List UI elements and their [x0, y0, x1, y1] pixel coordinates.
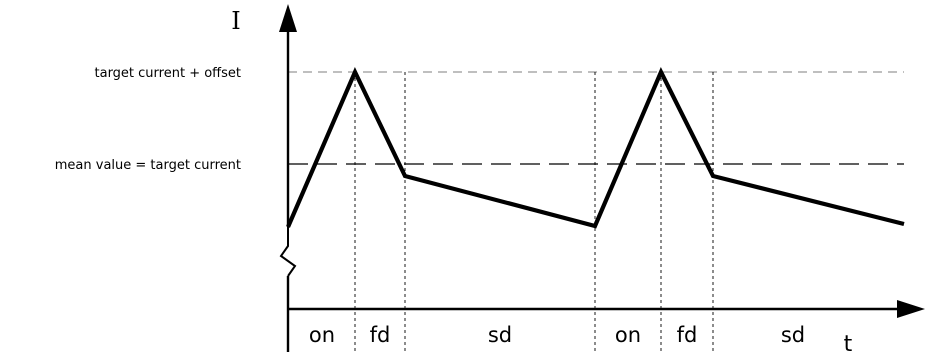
phase-label-sd-1: sd: [488, 323, 512, 347]
current-waveform: [286, 66, 905, 229]
axis-break-icon: [279, 226, 297, 277]
x-axis: [288, 300, 925, 318]
phase-label-fd-2: fd: [677, 323, 698, 347]
phase-label-fd-1: fd: [370, 323, 391, 347]
mean-level-label: mean value = target current: [55, 158, 241, 173]
phase-label-on-2: on: [615, 323, 641, 347]
y-axis-arrow-icon: [279, 4, 297, 32]
y-axis-label: I: [231, 7, 240, 35]
phase-label-on-1: on: [309, 323, 335, 347]
phase-label-sd-2: sd: [781, 323, 805, 347]
x-axis-label: t: [844, 332, 853, 357]
y-axis: [279, 4, 297, 352]
upper-level-label: target current + offset: [95, 66, 242, 81]
phase-boundaries: [354, 72, 714, 352]
x-axis-arrow-icon: [897, 300, 925, 318]
